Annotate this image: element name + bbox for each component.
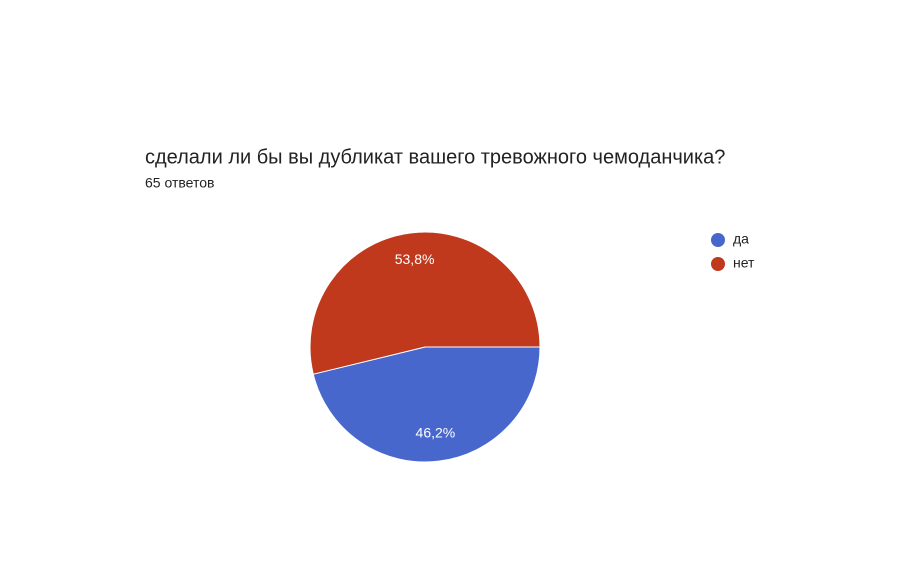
legend-swatch (711, 257, 725, 271)
legend-swatch (711, 233, 725, 247)
legend-label: нет (733, 255, 755, 271)
slice-label: 53,8% (395, 251, 435, 267)
chart-subtitle: 65 ответов (145, 175, 214, 191)
legend-label: да (733, 231, 749, 247)
slice-label: 46,2% (416, 424, 456, 440)
pie-slice (309, 231, 541, 375)
pie-slice (312, 346, 541, 463)
chart-title: сделали ли бы вы дубликат вашего тревожн… (145, 146, 725, 168)
